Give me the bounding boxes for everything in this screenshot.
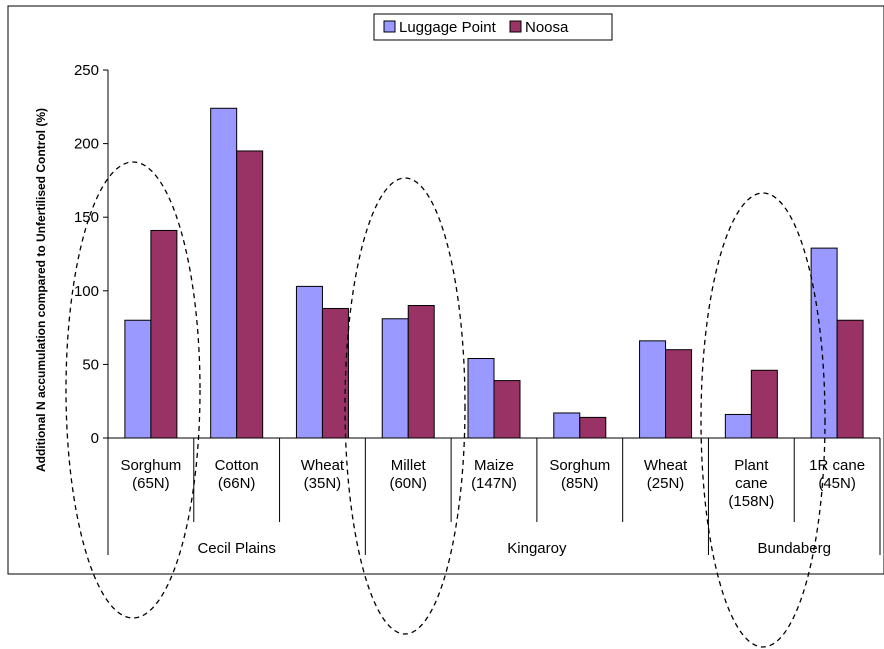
category-label: Plant cane (158N) — [728, 457, 774, 510]
category-label: Millet (60N) — [389, 457, 427, 492]
category-label: Maize (147N) — [471, 457, 517, 492]
y-tick-label: 200 — [74, 136, 99, 153]
bar-luggage-point — [810, 247, 838, 439]
y-tick-label: 100 — [74, 283, 99, 300]
highlight-ellipse — [65, 161, 201, 619]
bar-noosa — [493, 380, 521, 439]
category-label: Wheat (35N) — [301, 457, 345, 492]
y-tick-label: 50 — [82, 356, 99, 373]
bar-luggage-point — [210, 107, 238, 439]
legend-box — [373, 13, 613, 41]
bar-luggage-point — [467, 358, 495, 439]
category-labels: Sorghum (65N) Cotton (66N) Wheat (35N) Millet(… — [107, 438, 881, 557]
y-tick-label: 0 — [91, 430, 99, 447]
category-label: Cotton (66N) — [215, 457, 259, 492]
bar-noosa — [321, 307, 349, 439]
bar-noosa — [665, 349, 693, 439]
highlight-ellipses — [65, 161, 826, 648]
bar-noosa — [750, 369, 778, 439]
highlight-ellipse — [700, 192, 826, 648]
group-label: Cecil Plains — [197, 540, 275, 557]
legend-swatch — [509, 20, 522, 33]
bar-luggage-point — [639, 340, 667, 439]
y-axis-label: Additional N accumulation compared to Un… — [34, 108, 48, 472]
bar-noosa — [236, 150, 264, 439]
group-label: Kingaroy — [507, 540, 567, 557]
legend-label: Noosa — [525, 19, 569, 36]
highlight-ellipse — [344, 177, 466, 635]
bar-luggage-point — [381, 318, 409, 439]
bars — [124, 107, 864, 439]
bar-luggage-point — [295, 285, 323, 439]
y-tick-label: 150 — [74, 209, 99, 226]
bar-luggage-point — [724, 413, 752, 439]
y-tick-label: 250 — [74, 62, 99, 79]
bar-luggage-point — [553, 412, 581, 439]
bar-luggage-point — [124, 319, 152, 439]
bar-noosa — [579, 416, 607, 439]
legend-label: Luggage Point — [399, 19, 497, 36]
category-label: Wheat (25N) — [644, 457, 688, 492]
category-label: Sorghum (85N) — [549, 457, 610, 492]
group-label: Bundaberg — [758, 540, 831, 557]
bar-noosa — [150, 229, 178, 439]
category-label: Sorghum (65N) — [120, 457, 181, 492]
legend-swatch — [383, 20, 396, 33]
bar-noosa — [407, 305, 435, 439]
legend: Luggage Point Noosa — [373, 13, 613, 41]
bar-noosa — [836, 319, 864, 439]
